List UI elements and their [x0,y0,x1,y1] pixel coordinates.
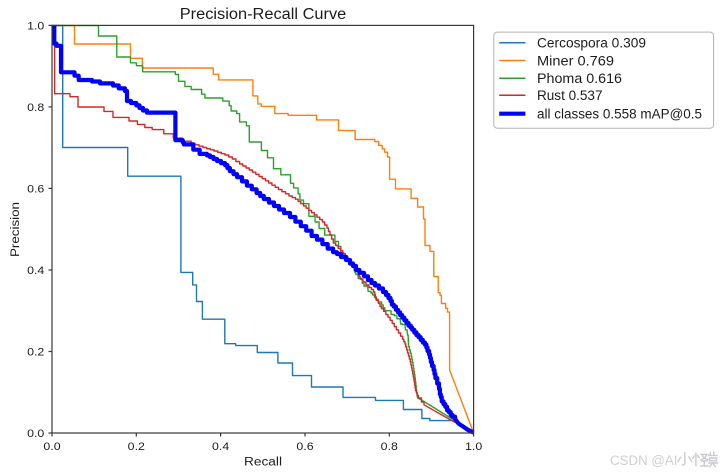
svg-text:all classes 0.558 mAP@0.5: all classes 0.558 mAP@0.5 [537,107,702,122]
svg-text:Rust 0.537: Rust 0.537 [537,88,603,103]
svg-text:Phoma 0.616: Phoma 0.616 [537,71,622,86]
svg-text:0.0: 0.0 [27,428,44,440]
svg-text:Miner 0.769: Miner 0.769 [537,53,614,68]
svg-text:0.0: 0.0 [43,441,60,453]
svg-text:Precision-Recall Curve: Precision-Recall Curve [180,6,347,23]
svg-text:0.2: 0.2 [27,346,44,358]
svg-text:Recall: Recall [244,457,282,469]
svg-text:0.6: 0.6 [296,441,313,453]
svg-text:0.8: 0.8 [27,102,44,114]
svg-text:0.4: 0.4 [212,441,229,453]
svg-text:0.8: 0.8 [381,441,398,453]
svg-text:0.4: 0.4 [27,265,44,277]
svg-text:1.0: 1.0 [465,441,482,453]
svg-text:0.2: 0.2 [128,441,145,453]
svg-text:0.6: 0.6 [27,183,44,195]
svg-text:CSDN @AI: CSDN @AI [610,453,678,468]
svg-text:1.0: 1.0 [27,20,44,32]
svg-text:Precision: Precision [10,202,22,257]
svg-text:Cercospora 0.309: Cercospora 0.309 [537,36,646,51]
